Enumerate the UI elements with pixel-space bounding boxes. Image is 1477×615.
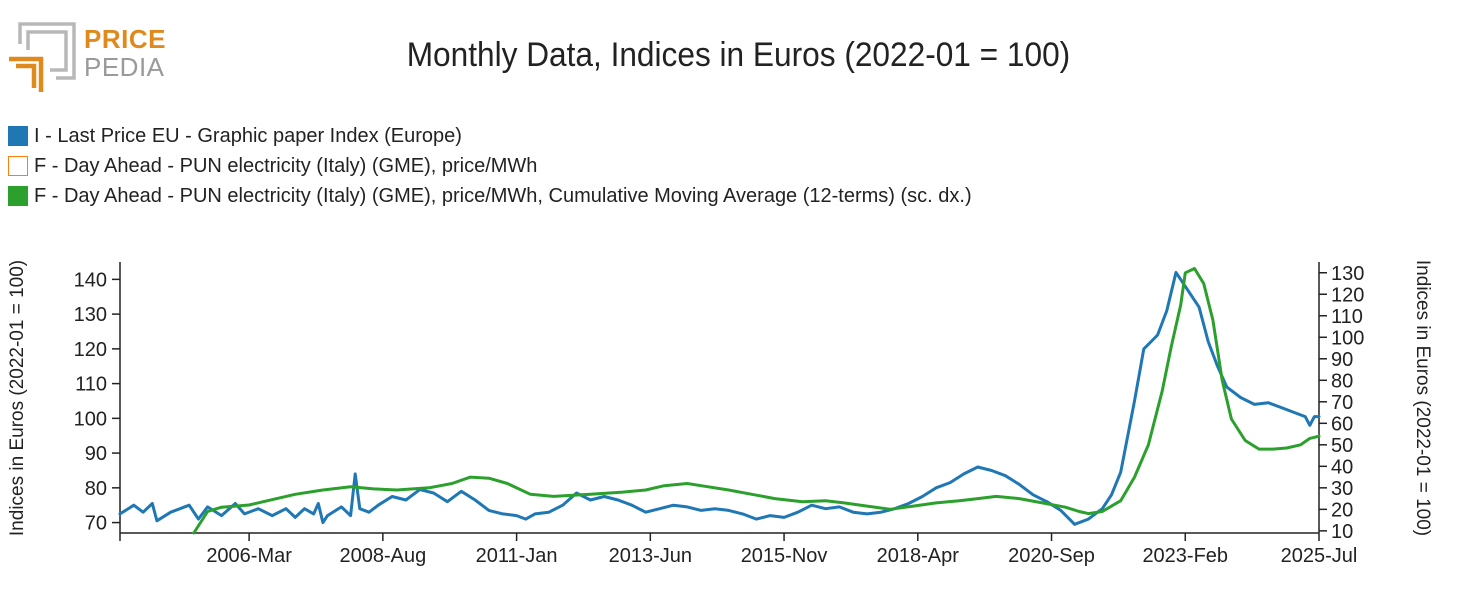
logo-text-pedia: PEDIA (84, 52, 165, 82)
legend-item-pun-price[interactable]: F - Day Ahead - PUN electricity (Italy) … (8, 151, 972, 181)
y-left-tick-label: 90 (85, 443, 107, 465)
y-left-tick-label: 80 (85, 478, 107, 500)
series-layer (118, 267, 1321, 535)
y-right-tick-label: 80 (1331, 370, 1353, 392)
series-line-0 (118, 270, 1321, 526)
y-right-tick-label: 120 (1331, 284, 1364, 306)
y-axis-label-right: Indices in Euros (2022-01 = 100) (1412, 260, 1433, 536)
y-left-tick-label: 100 (74, 408, 107, 430)
x-tick-label: 2013-Jun (609, 545, 692, 567)
y-right-tick-label: 90 (1331, 349, 1353, 371)
legend-swatch-blue (8, 126, 28, 146)
legend-label: F - Day Ahead - PUN electricity (Italy) … (34, 184, 972, 207)
x-tick-label: 2006-Mar (206, 545, 292, 567)
y-left-tick-label: 70 (85, 513, 107, 535)
y-right-tick-label: 130 (1331, 263, 1364, 285)
y-left-tick-label: 110 (75, 374, 107, 396)
legend-item-paper-index[interactable]: I - Last Price EU - Graphic paper Index … (8, 121, 972, 151)
legend-swatch-green (8, 186, 28, 206)
y-right-tick-label: 50 (1331, 435, 1353, 457)
y-left-tick-label: 120 (74, 339, 107, 361)
y-right-tick-label: 110 (1331, 306, 1363, 328)
y-right-tick-label: 60 (1331, 413, 1353, 435)
y-axis-left: 70 80 90 100 110 120 130 140 (74, 262, 121, 535)
x-tick-label: 2025-Jul (1281, 545, 1358, 567)
x-tick-label: 2008-Aug (339, 545, 426, 567)
legend-item-pun-moving-average[interactable]: F - Day Ahead - PUN electricity (Italy) … (8, 181, 972, 211)
y-axis-label-left: Indices in Euros (2022-01 = 100) (7, 260, 28, 536)
chart-title: Monthly Data, Indices in Euros (2022-01 … (406, 36, 1071, 74)
logo-text-price: PRICE (84, 24, 166, 54)
x-tick-label: 2011-Jan (476, 545, 558, 567)
legend: I - Last Price EU - Graphic paper Index … (8, 121, 972, 211)
x-tick-label: 2018-Apr (877, 545, 960, 567)
y-left-tick-label: 130 (74, 304, 107, 326)
x-tick-label: 2015-Nov (741, 545, 828, 567)
legend-label: I - Last Price EU - Graphic paper Index … (34, 124, 462, 147)
legend-label: F - Day Ahead - PUN electricity (Italy) … (34, 154, 538, 177)
y-right-tick-label: 70 (1331, 392, 1353, 414)
x-axis: 2006-Mar 2008-Aug 2011-Jan 2013-Jun 2015-Nov… (119, 532, 1358, 567)
legend-swatch-orange (8, 156, 28, 176)
x-tick-label: 2023-Feb (1142, 545, 1228, 567)
y-left-tick-label: 140 (74, 269, 107, 291)
y-right-tick-label: 30 (1331, 478, 1353, 500)
series-line-2 (192, 267, 1321, 535)
y-right-tick-label: 10 (1331, 521, 1353, 543)
y-right-tick-label: 100 (1331, 327, 1364, 349)
y-right-tick-label: 40 (1331, 456, 1353, 478)
x-tick-label: 2020-Sep (1008, 545, 1095, 567)
y-right-tick-label: 20 (1331, 499, 1353, 521)
logo-mark (9, 22, 76, 92)
pricepedia-logo: PRICE PEDIA (6, 20, 166, 95)
